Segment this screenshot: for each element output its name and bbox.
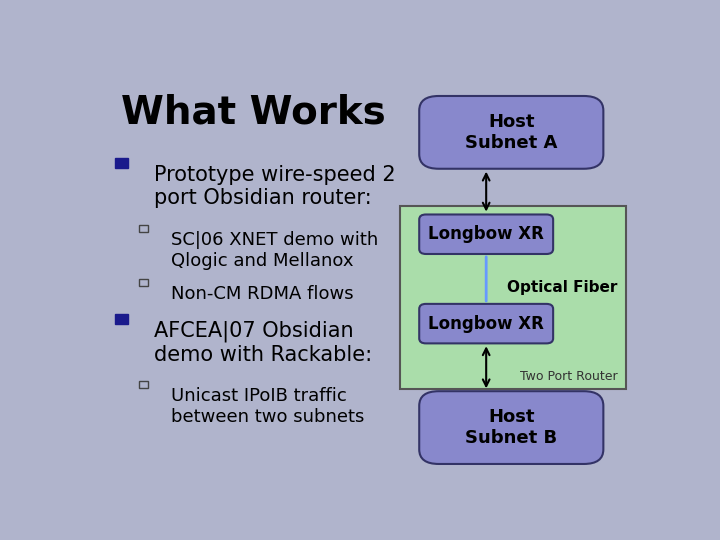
Text: SC|06 XNET demo with
Qlogic and Mellanox: SC|06 XNET demo with Qlogic and Mellanox — [171, 231, 378, 270]
FancyBboxPatch shape — [419, 96, 603, 168]
Text: Non-CM RDMA flows: Non-CM RDMA flows — [171, 285, 354, 303]
FancyBboxPatch shape — [115, 314, 127, 323]
FancyBboxPatch shape — [138, 225, 148, 232]
FancyBboxPatch shape — [138, 279, 148, 286]
FancyBboxPatch shape — [115, 158, 127, 168]
FancyBboxPatch shape — [419, 391, 603, 464]
FancyBboxPatch shape — [400, 206, 626, 389]
FancyBboxPatch shape — [138, 381, 148, 388]
Text: Prototype wire-speed 2
port Obsidian router:: Prototype wire-speed 2 port Obsidian rou… — [154, 165, 396, 208]
Text: Unicast IPoIB traffic
between two subnets: Unicast IPoIB traffic between two subnet… — [171, 387, 364, 426]
FancyBboxPatch shape — [419, 214, 553, 254]
Text: AFCEA|07 Obsidian
demo with Rackable:: AFCEA|07 Obsidian demo with Rackable: — [154, 321, 372, 365]
Text: Two Port Router: Two Port Router — [520, 370, 617, 383]
FancyBboxPatch shape — [419, 304, 553, 343]
Text: Host
Subnet A: Host Subnet A — [465, 113, 557, 152]
Text: What Works: What Works — [121, 94, 385, 132]
Text: Longbow XR: Longbow XR — [428, 225, 544, 243]
Text: Host
Subnet B: Host Subnet B — [465, 408, 557, 447]
Text: Longbow XR: Longbow XR — [428, 315, 544, 333]
Text: Optical Fiber: Optical Fiber — [507, 280, 617, 295]
